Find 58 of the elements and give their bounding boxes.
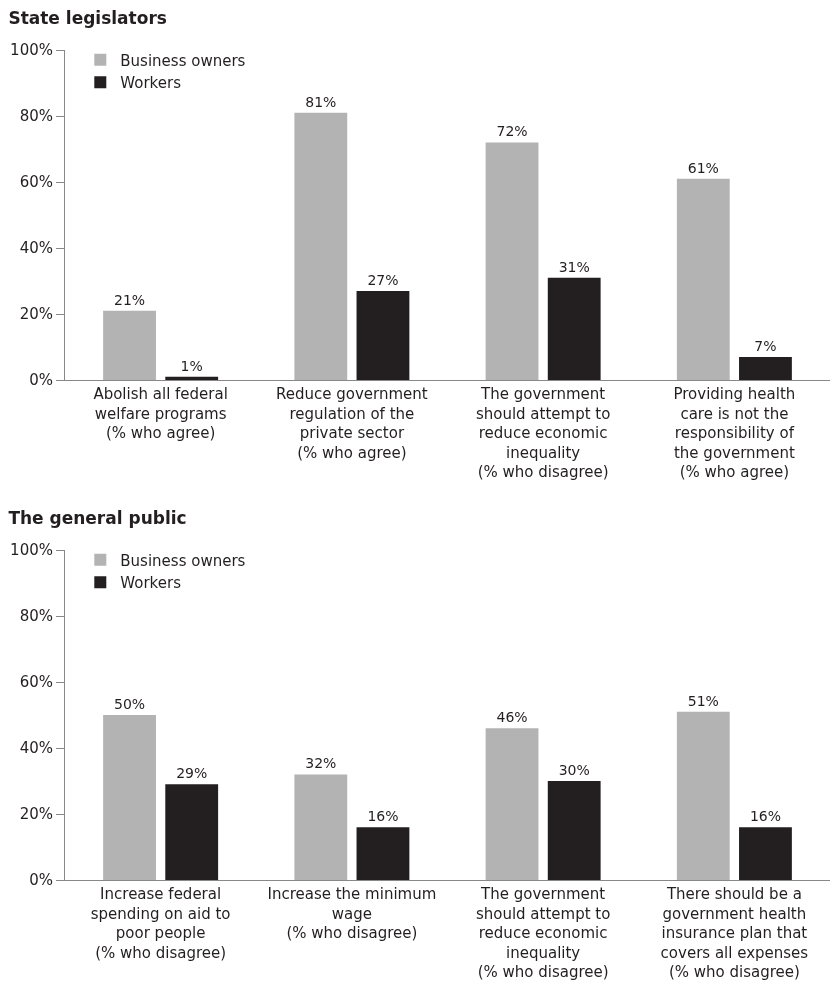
bar [294, 112, 348, 380]
y-tick-label: 100% [10, 541, 53, 560]
data-label: 32% [305, 755, 337, 772]
x-tick-label: The government should attempt to reduce economic inequality (% who disagree) [475, 385, 611, 481]
y-tick-label: 80% [19, 107, 53, 126]
data-label: 29% [176, 765, 208, 782]
data-label: 81% [305, 93, 337, 110]
bar [547, 781, 601, 880]
y-tick-label: 40% [19, 239, 53, 258]
x-tick-label: Abolish all federal welfare programs (% who agree) [93, 385, 228, 442]
legend-label: Business owners [120, 551, 246, 570]
data-label: 21% [113, 291, 146, 308]
chart-title: State legislators [8, 8, 167, 29]
data-label: 61% [687, 159, 719, 176]
bar [676, 178, 730, 380]
data-label: 72% [496, 123, 528, 140]
y-tick-label: 0% [29, 871, 53, 890]
data-label: 31% [558, 258, 590, 275]
data-label: 16% [367, 808, 399, 825]
legend-label: Workers [120, 574, 182, 592]
bar [547, 277, 601, 380]
bar [739, 827, 792, 880]
y-tick-label: 100% [10, 41, 53, 60]
bar [739, 356, 792, 380]
bar [103, 310, 156, 380]
bar [165, 784, 219, 880]
bar [485, 142, 539, 380]
bar [676, 711, 730, 880]
chart-title: The general public [8, 508, 187, 529]
legend-label: Business owners [120, 51, 246, 70]
data-label: 30% [558, 762, 590, 778]
y-tick-label: 40% [19, 739, 53, 758]
bar [356, 290, 410, 380]
data-label: 51% [687, 692, 719, 709]
bar [294, 774, 348, 880]
data-label: 46% [496, 709, 528, 726]
bar [485, 728, 539, 880]
y-tick-label: 80% [19, 607, 53, 626]
data-label: 16% [749, 808, 782, 825]
y-tick-label: 0% [29, 371, 53, 390]
bar [356, 827, 410, 880]
data-label: 27% [367, 271, 399, 288]
data-label: 1% [180, 357, 203, 374]
y-tick-label: 20% [19, 305, 53, 324]
bar [165, 376, 219, 380]
x-tick-label: Reduce government regulation of the private sector (% who agree) [276, 385, 428, 462]
x-tick-label: Increase federal spending on aid to poor people (% who disagree) [90, 885, 231, 962]
x-tick-label: Providing health care is not the responsibility of the government (% who agree) [673, 385, 796, 481]
x-tick-label: There should be a government health insurance plan that covers all expenses (% who disagree) [660, 885, 809, 981]
data-label: 50% [113, 696, 146, 712]
x-tick-label: Increase the minimum wage (% who disagree) [267, 885, 437, 942]
y-tick-label: 60% [19, 173, 53, 192]
bar [103, 715, 156, 880]
y-tick-label: 60% [19, 673, 53, 692]
x-tick-label: The government should attempt to reduce economic inequality (% who disagree) [475, 885, 611, 981]
legend-label: Workers [120, 74, 182, 92]
y-tick-label: 20% [19, 805, 53, 824]
data-label: 7% [754, 337, 777, 354]
